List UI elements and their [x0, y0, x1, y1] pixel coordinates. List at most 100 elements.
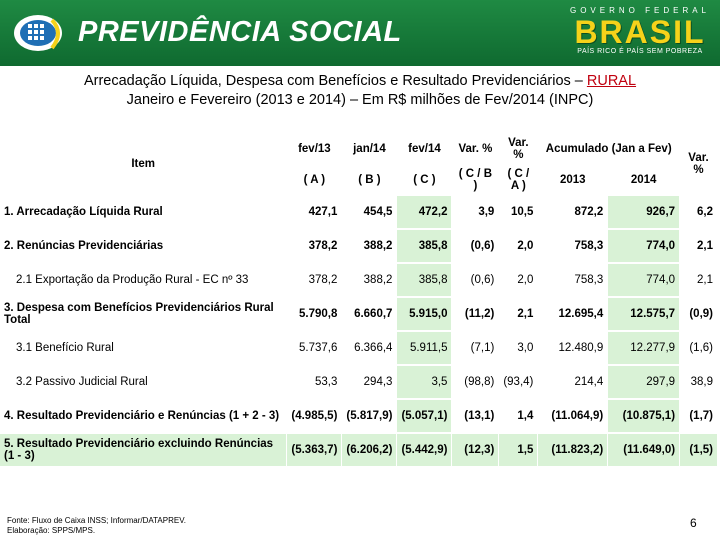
cell-c: 385,8: [396, 229, 453, 264]
cell-2013: 214,4: [537, 365, 609, 400]
cell-cb: (0,6): [451, 263, 500, 298]
cell-ca: 10,5: [498, 194, 539, 230]
cell-2014: 774,0: [607, 263, 681, 298]
cell-c: 3,5: [396, 365, 453, 400]
cell-b: (5.817,9): [341, 399, 398, 434]
cell-a: (4.985,5): [286, 399, 343, 434]
title-line1: Arrecadação Líquida, Despesa com Benefíc…: [83, 73, 587, 89]
table-row: 1. Arrecadação Líquida Rural 427,1 454,5…: [0, 194, 718, 230]
header-banner: PREVIDÊNCIA SOCIAL GOVERNO FEDERAL BRASI…: [0, 0, 720, 66]
row-item: 3.1 Benefício Rural: [0, 331, 288, 366]
cell-2013: (11.064,9): [537, 399, 609, 434]
gov-brasil-text: BRASIL: [574, 14, 706, 50]
table-row: 2.1 Exportação da Produção Rural - EC nº…: [0, 263, 718, 298]
header-item: Item: [0, 134, 288, 196]
cell-ca: (93,4): [498, 365, 539, 400]
header-a: ( A ): [286, 165, 343, 196]
cell-a: 378,2: [286, 229, 343, 264]
cell-2014: 774,0: [607, 229, 681, 264]
cell-ca: 2,0: [498, 263, 539, 298]
table-row: 3.2 Passivo Judicial Rural 53,3 294,3 3,…: [0, 365, 718, 400]
cell-c: (5.442,9): [396, 432, 453, 468]
cell-c: 385,8: [396, 263, 453, 298]
cell-a: 5.790,8: [286, 297, 343, 332]
cell-cb: (11,2): [451, 297, 500, 332]
source-line2: Elaboração: SPPS/MPS.: [7, 526, 96, 535]
cell-cb: (98,8): [451, 365, 500, 400]
cell-ca: 2,0: [498, 229, 539, 264]
header-c: ( C ): [396, 165, 453, 196]
gov-top-text: GOVERNO FEDERAL: [569, 6, 710, 15]
cell-ca: 2,1: [498, 297, 539, 332]
source-note: Fonte: Fluxo de Caixa INSS; Informar/DAT…: [7, 516, 186, 536]
row-item: 5. Resultado Previdenciário excluindo Re…: [0, 432, 288, 468]
cell-var: (1,6): [679, 331, 718, 366]
cell-b: 6.660,7: [341, 297, 398, 332]
cell-var: (0,9): [679, 297, 718, 332]
header-2013: 2013: [537, 165, 609, 196]
header-2014: 2014: [607, 165, 681, 196]
table-row: 4. Resultado Previdenciário e Renúncias …: [0, 399, 718, 434]
header-fev13: fev/13: [286, 134, 343, 166]
header-var-acum: Var. %: [679, 134, 718, 196]
table-row: 3. Despesa com Benefícios Previdenciário…: [0, 297, 718, 332]
cell-cb: (0,6): [451, 229, 500, 264]
row-item: 1. Arrecadação Líquida Rural: [0, 194, 288, 230]
header-acumulado: Acumulado (Jan a Fev): [537, 134, 681, 166]
cell-c: 5.911,5: [396, 331, 453, 366]
cell-2013: 12.480,9: [537, 331, 609, 366]
cell-var: 38,9: [679, 365, 718, 400]
data-table: Item fev/13 jan/14 fev/14 Var. % Var. % …: [0, 134, 718, 468]
row-item: 2.1 Exportação da Produção Rural - EC nº…: [0, 263, 288, 298]
cell-b: 388,2: [341, 263, 398, 298]
gov-slogan: PAÍS RICO É PAÍS SEM POBREZA: [577, 48, 703, 55]
header-cb: ( C / B ): [451, 165, 500, 196]
brand-title: PREVIDÊNCIA SOCIAL: [78, 16, 402, 48]
cell-ca: 3,0: [498, 331, 539, 366]
source-line1: Fonte: Fluxo de Caixa INSS; Informar/DAT…: [7, 516, 187, 525]
cell-2014: 12.575,7: [607, 297, 681, 332]
cell-a: 5.737,6: [286, 331, 343, 366]
cell-2013: 872,2: [537, 194, 609, 230]
cell-2013: 758,3: [537, 263, 609, 298]
cell-cb: 3,9: [451, 194, 500, 230]
header-ca: ( C / A ): [498, 165, 539, 196]
cell-2014: (11.649,0): [607, 432, 681, 468]
cell-a: (5.363,7): [286, 432, 343, 468]
page-number: 6: [690, 516, 697, 530]
cell-b: 294,3: [341, 365, 398, 400]
cell-2013: 758,3: [537, 229, 609, 264]
cell-2013: 12.695,4: [537, 297, 609, 332]
header-var-cb: Var. %: [451, 134, 500, 166]
header-fev14: fev/14: [396, 134, 453, 166]
table-row: 5. Resultado Previdenciário excluindo Re…: [0, 432, 718, 468]
cell-2013: (11.823,2): [537, 432, 609, 468]
row-item: 4. Resultado Previdenciário e Renúncias …: [0, 399, 288, 434]
cell-ca: 1,4: [498, 399, 539, 434]
title-highlight: RURAL: [586, 73, 637, 89]
cell-var: (1,5): [679, 432, 718, 468]
cell-var: 2,1: [679, 229, 718, 264]
title-line2: Janeiro e Fevereiro (2013 e 2014) – Em R…: [126, 92, 594, 108]
slide-title: Arrecadação Líquida, Despesa com Benefíc…: [0, 72, 720, 110]
table-row: 3.1 Benefício Rural 5.737,6 6.366,4 5.91…: [0, 331, 718, 366]
cell-var: (1,7): [679, 399, 718, 434]
cell-c: (5.057,1): [396, 399, 453, 434]
cell-2014: 297,9: [607, 365, 681, 400]
cell-b: (6.206,2): [341, 432, 398, 468]
cell-a: 427,1: [286, 194, 343, 230]
cell-b: 6.366,4: [341, 331, 398, 366]
header-var-ca: Var. %: [498, 134, 539, 166]
previdencia-logo-icon: [14, 15, 62, 51]
cell-c: 472,2: [396, 194, 453, 230]
cell-a: 53,3: [286, 365, 343, 400]
row-item: 3.2 Passivo Judicial Rural: [0, 365, 288, 400]
cell-2014: (10.875,1): [607, 399, 681, 434]
header-b: ( B ): [341, 165, 398, 196]
row-item: 3. Despesa com Benefícios Previdenciário…: [0, 297, 288, 332]
cell-b: 454,5: [341, 194, 398, 230]
cell-2014: 926,7: [607, 194, 681, 230]
cell-a: 378,2: [286, 263, 343, 298]
header-jan14: jan/14: [341, 134, 398, 166]
cell-cb: (12,3): [451, 432, 500, 468]
